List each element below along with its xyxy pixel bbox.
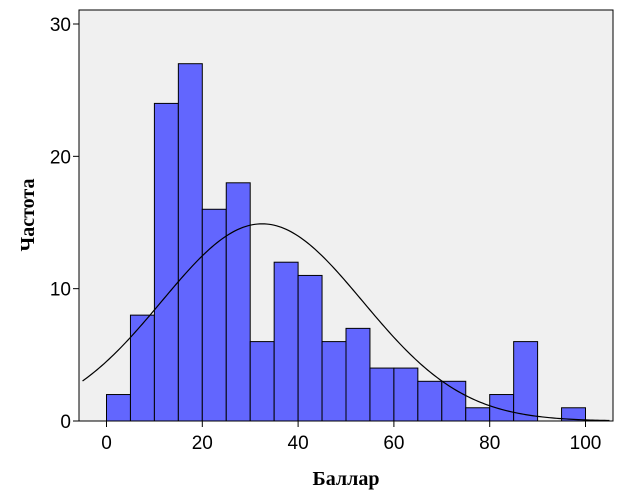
histogram-bar: [106, 394, 131, 422]
x-tick-label: 0: [101, 433, 112, 454]
histogram-bar: [129, 314, 155, 422]
x-tick-label: 60: [383, 433, 404, 454]
x-tick-label: 20: [192, 433, 213, 454]
histogram-bar: [201, 208, 227, 422]
histogram-bar: [489, 394, 515, 422]
histogram-bar: [513, 341, 539, 422]
histogram-bar: [225, 182, 251, 422]
x-axis-title: Баллар: [313, 468, 380, 490]
histogram-bar: [297, 274, 323, 422]
bars-group: [106, 63, 586, 422]
x-tick-label: 80: [479, 433, 500, 454]
y-tick-label: 30: [50, 15, 71, 36]
y-tick-label: 20: [50, 147, 71, 168]
y-axis-title: Частота: [17, 179, 39, 252]
x-tick-label: 40: [288, 433, 309, 454]
histogram-bar: [177, 63, 203, 422]
histogram-bar: [345, 327, 371, 422]
histogram-bar: [249, 341, 275, 422]
histogram-bar: [441, 380, 467, 422]
histogram-bar: [153, 102, 179, 422]
x-axis: 0 20 40 60 80 100: [101, 421, 601, 454]
y-axis: 0 10 20 30: [50, 15, 79, 433]
histogram-bar: [321, 341, 347, 422]
x-tick-label: 100: [570, 433, 602, 454]
histogram-bar: [393, 367, 419, 422]
y-tick-label: 10: [50, 280, 71, 301]
y-tick-label: 0: [60, 412, 71, 433]
normal-curve: [82, 223, 610, 422]
histogram-bar: [465, 407, 491, 422]
histogram-bar: [561, 407, 586, 422]
histogram-bar: [273, 261, 299, 422]
histogram-bar: [417, 380, 443, 422]
histogram-bar: [369, 367, 395, 422]
